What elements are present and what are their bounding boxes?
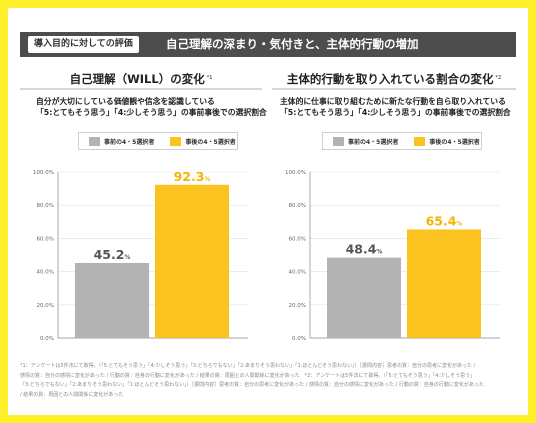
bar-value-unit: % [124, 254, 130, 261]
right-subtitle-line-1: 主体的に仕事に取り組むために新たな行動を自ら取り入れている [280, 97, 506, 106]
y-tick-label: 60.0% [37, 236, 54, 242]
y-tick-label: 40.0% [289, 270, 306, 276]
y-tick-label: 0.0% [292, 336, 306, 342]
y-tick-label: 40.0% [37, 270, 54, 276]
left-subtitle-line-2: 「5:とてもそう思う」「4:少しそう思う」の事前事後での選択割合 [36, 108, 267, 117]
right-legend: 事前の4・5選択者 事後の4・5選択者 [322, 132, 482, 150]
bar-value-unit: % [456, 220, 462, 227]
right-subtitle-line-2: 「5:とてもそう思う」「4:少しそう思う」の事前事後での選択割合 [280, 108, 511, 117]
header-tag: 導入目的に対しての評価 [28, 36, 139, 53]
section-header: 導入目的に対しての評価 自己理解の深まり・気付きと、主体的行動の増加 [20, 32, 516, 57]
legend-swatch-after [170, 136, 182, 146]
footnote-line-4: / 結果の質：周囲との人間関係に変化があった [20, 391, 124, 398]
right-panel-title: 主体的行動を取り入れている割合の変化 *2 [272, 68, 516, 90]
card-background [8, 8, 528, 415]
legend-label-after: 事後の4・5選択者 [429, 138, 480, 146]
right-legend-before: 事前の4・5選択者 [333, 136, 399, 146]
left-panel-title-text: 自己理解（WILL）の変化 [69, 72, 205, 86]
legend-label-before: 事前の4・5選択者 [104, 138, 155, 146]
bar-value-label: 65.4% [426, 213, 463, 228]
bar-before [327, 257, 401, 338]
bar-after [407, 229, 481, 338]
y-tick-label: 80.0% [289, 203, 306, 209]
left-subtitle: 自分が大切にしている価値観や信念を認識している 「5:とてもそう思う」「4:少し… [36, 96, 267, 118]
legend-swatch-before [333, 136, 344, 146]
right-legend-after: 事後の4・5選択者 [414, 136, 480, 146]
legend-label-before: 事前の4・5選択者 [348, 138, 399, 146]
left-note-mark: *1 [206, 75, 213, 81]
bar-before [75, 262, 149, 338]
bar-value-label: 45.2% [94, 247, 131, 262]
right-subtitle: 主体的に仕事に取り組むために新たな行動を自ら取り入れている 「5:とてもそう思う… [280, 96, 511, 118]
y-tick-label: 20.0% [289, 303, 306, 309]
left-legend-after: 事後の4・5選択者 [170, 136, 236, 146]
footnote: *1：アンケートは5件法にて取得。（「5:とてもそう思う」「4:少しそう思う」「… [20, 362, 520, 400]
bar-value-label: 92.3% [174, 169, 211, 184]
y-tick-label: 0.0% [40, 336, 54, 342]
legend-swatch-before [89, 136, 100, 146]
left-legend-before: 事前の4・5選択者 [89, 136, 155, 146]
y-tick-label: 60.0% [289, 236, 306, 242]
y-tick-label: 100.0% [285, 170, 306, 176]
bar-value-unit: % [376, 249, 382, 256]
y-tick-label: 20.0% [37, 303, 54, 309]
bar-value-unit: % [204, 176, 210, 183]
right-note-mark: *2 [495, 75, 502, 81]
legend-swatch-after [414, 136, 426, 146]
footnote-line-1: *1：アンケートは5件法にて取得。（「5:とてもそう思う」「4:少しそう思う」「… [20, 363, 476, 369]
y-tick-label: 100.0% [33, 170, 54, 176]
bar-after [155, 184, 229, 338]
left-bar-chart: 0.0% 20.0% 40.0% 60.0% 80.0% 100.0% 45.2% 92.3% [33, 169, 248, 342]
header-title: 自己理解の深まり・気付きと、主体的行動の増加 [166, 37, 419, 51]
legend-label-after: 事後の4・5選択者 [185, 138, 236, 146]
y-tick-label: 80.0% [37, 203, 54, 209]
left-panel-title: 自己理解（WILL）の変化 *1 [20, 68, 262, 90]
right-bar-chart: 0.0% 20.0% 40.0% 60.0% 80.0% 100.0% 48.4% 65.4% [285, 170, 500, 342]
left-subtitle-line-1: 自分が大切にしている価値観や信念を認識している [36, 97, 215, 106]
bar-value-label: 48.4% [346, 242, 383, 257]
footnote-line-2: 感情の質：自分の感情に変化があった / 行動の質：自身の行動に変化があった / … [20, 372, 476, 379]
right-panel-title-text: 主体的行動を取り入れている割合の変化 [286, 72, 494, 86]
left-legend: 事前の4・5選択者 事後の4・5選択者 [78, 132, 238, 150]
footnote-line-3: 「3:どちらでもない」「2:あまりそう思わない」「1:ほとんどそう思わない」）［… [20, 382, 484, 388]
